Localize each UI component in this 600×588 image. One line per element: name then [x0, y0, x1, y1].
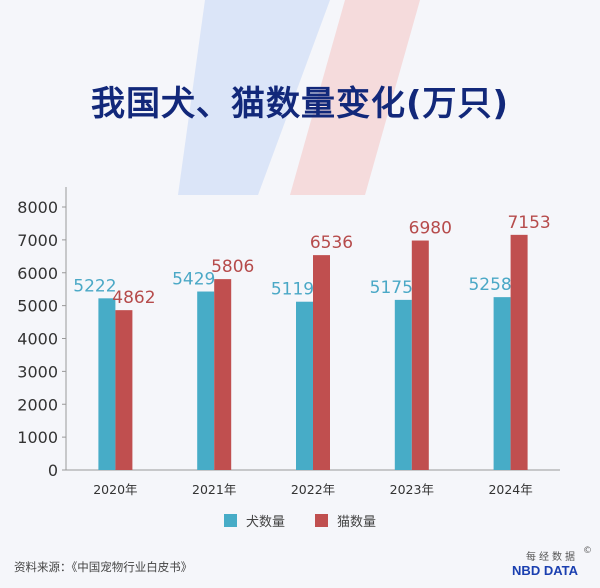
bar-dog-3 — [394, 299, 412, 470]
bar-cat-4 — [510, 234, 528, 470]
chart-title: 我国犬、猫数量变化(万只) — [90, 84, 510, 124]
legend-label-cat: 猫数量 — [337, 515, 377, 530]
data-label-cat-2: 6536 — [310, 233, 353, 253]
copyright-mark: © — [583, 546, 592, 556]
data-label-dog-0: 5222 — [73, 276, 116, 296]
y-tick-label: 4000 — [17, 330, 58, 349]
x-tick-label: 2020年 — [93, 482, 137, 497]
brand-logo: 每经数据 NBD DATA — [512, 548, 578, 578]
brand-name-en: NBD DATA — [512, 563, 578, 578]
bar-cat-2 — [313, 255, 330, 470]
y-tick-label: 8000 — [17, 198, 58, 217]
chart-legend: 犬数量 猫数量 — [0, 511, 600, 530]
x-tick-label: 2021年 — [192, 482, 236, 497]
data-label-dog-1: 5429 — [172, 270, 215, 290]
data-label-cat-4: 7153 — [507, 213, 550, 233]
x-tick-label: 2022年 — [291, 482, 335, 497]
brand-name-cn: 每经数据 — [526, 552, 578, 563]
bar-cat-1 — [214, 279, 232, 470]
data-label-dog-4: 5258 — [468, 275, 511, 295]
y-tick-label: 6000 — [17, 264, 58, 283]
data-source-note: 资料来源：《中国宠物行业白皮书》 — [14, 560, 193, 574]
legend-item-cat: 猫数量 — [315, 511, 376, 530]
bar-dog-2 — [296, 301, 313, 470]
bar-cat-3 — [411, 240, 429, 470]
data-label-cat-0: 4862 — [112, 288, 155, 308]
y-tick-label: 5000 — [17, 297, 58, 316]
data-label-cat-3: 6980 — [409, 219, 452, 239]
legend-swatch-dog — [223, 514, 237, 527]
legend-label-dog: 犬数量 — [245, 515, 285, 530]
x-tick-label: 2023年 — [390, 482, 434, 497]
y-tick-label: 1000 — [17, 428, 58, 447]
bar-dog-1 — [197, 291, 215, 470]
bar-dog-4 — [493, 297, 511, 470]
bar-cat-0 — [115, 310, 133, 470]
legend-item-dog: 犬数量 — [223, 511, 285, 530]
bar-dog-0 — [98, 298, 116, 470]
x-tick-label: 2024年 — [488, 482, 532, 497]
y-tick-label: 3000 — [17, 362, 58, 381]
y-tick-label: 0 — [48, 461, 58, 480]
legend-swatch-cat — [315, 514, 328, 527]
y-tick-label: 2000 — [17, 395, 58, 414]
data-label-dog-3: 5175 — [370, 278, 413, 298]
red-ribbon-shape — [290, 0, 420, 195]
data-label-cat-1: 5806 — [211, 257, 254, 277]
blue-ribbon-shape — [178, 0, 330, 195]
y-tick-label: 7000 — [17, 231, 58, 250]
data-label-dog-2: 5119 — [271, 280, 314, 300]
